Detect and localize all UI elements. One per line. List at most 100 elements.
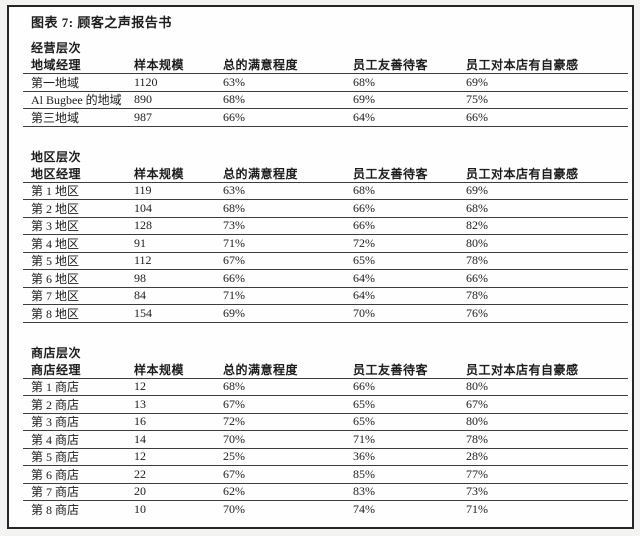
section-district-level: 地区层次 地区经理 样本规模 总的满意程度 员工友善待客 员工对本店有自豪感 第…: [23, 148, 628, 323]
column-header-employee-pride: 员工对本店有自豪感: [466, 166, 579, 181]
employee-pride-value: 80%: [466, 414, 488, 429]
employee-friendliness-value: 65%: [353, 253, 375, 268]
figure-title: 图表 7: 顾客之声报告书: [31, 15, 172, 30]
overall-satisfaction-value: 68%: [223, 92, 245, 107]
table-row: 第 6 商店 22 67% 85% 77%: [23, 466, 628, 484]
column-header-employee-pride: 员工对本店有自豪感: [466, 58, 579, 73]
table-header-row: 商店经理 样本规模 总的满意程度 员工友善待客 员工对本店有自豪感: [23, 361, 628, 379]
section-level-label: 地区层次: [31, 149, 82, 164]
column-header-overall-satisfaction: 总的满意程度: [223, 58, 299, 73]
table-row: Al Bugbee 的地域 890 68% 69% 75%: [23, 92, 628, 109]
employee-friendliness-value: 71%: [353, 431, 375, 446]
table-body: 第一地域 1120 63% 68% 69% Al Bugbee 的地域 890 …: [23, 74, 628, 127]
sample-size-value: 1120: [134, 74, 158, 89]
sample-size-value: 12: [134, 379, 146, 394]
employee-pride-value: 66%: [466, 109, 488, 124]
table-row: 第 8 商店 10 70% 74% 71%: [23, 501, 628, 519]
column-header-employee-friendliness: 员工友善待客: [353, 58, 429, 73]
overall-satisfaction-value: 63%: [223, 183, 245, 198]
row-label: 第三地域: [31, 110, 80, 125]
table-row: 第 1 商店 12 68% 66% 80%: [23, 379, 628, 396]
row-label: Al Bugbee 的地域: [31, 93, 122, 108]
row-label: 第 4 商店: [31, 432, 80, 447]
overall-satisfaction-value: 71%: [223, 235, 245, 250]
overall-satisfaction-value: 25%: [223, 449, 245, 464]
table-row: 第 2 地区 104 68% 66% 68%: [23, 200, 628, 218]
employee-pride-value: 66%: [466, 270, 488, 285]
table-row: 第 7 地区 84 71% 64% 78%: [23, 288, 628, 305]
employee-pride-value: 69%: [466, 183, 488, 198]
sample-size-value: 22: [134, 466, 146, 481]
table-row: 第 3 地区 128 73% 66% 82%: [23, 218, 628, 235]
sample-size-value: 14: [134, 431, 146, 446]
employee-friendliness-value: 64%: [353, 288, 375, 303]
section-business-level: 经营层次 地域经理 样本规模 总的满意程度 员工友善待客 员工对本店有自豪感 第…: [23, 39, 628, 127]
overall-satisfaction-value: 70%: [223, 502, 245, 517]
row-label: 第 6 地区: [31, 271, 80, 286]
sample-size-value: 987: [134, 109, 152, 124]
employee-pride-value: 78%: [466, 431, 488, 446]
row-label: 第一地域: [31, 75, 80, 90]
column-header-manager: 地域经理: [31, 58, 82, 73]
overall-satisfaction-value: 66%: [223, 109, 245, 124]
row-label: 第 8 商店: [31, 503, 80, 518]
sample-size-value: 104: [134, 200, 152, 215]
employee-pride-value: 78%: [466, 253, 488, 268]
row-label: 第 2 商店: [31, 397, 80, 412]
overall-satisfaction-value: 67%: [223, 466, 245, 481]
employee-friendliness-value: 74%: [353, 502, 375, 517]
table-row: 第三地域 987 66% 64% 66%: [23, 109, 628, 127]
overall-satisfaction-value: 68%: [223, 379, 245, 394]
overall-satisfaction-value: 72%: [223, 414, 245, 429]
sample-size-value: 20: [134, 484, 146, 499]
sample-size-value: 112: [134, 253, 152, 268]
table-row: 第 4 商店 14 70% 71% 78%: [23, 431, 628, 449]
sample-size-value: 91: [134, 235, 146, 250]
section-store-level: 商店层次 商店经理 样本规模 总的满意程度 员工友善待客 员工对本店有自豪感 第…: [23, 344, 628, 519]
employee-pride-value: 67%: [466, 396, 488, 411]
row-label: 第 6 商店: [31, 467, 80, 482]
row-label: 第 7 商店: [31, 485, 80, 500]
employee-pride-value: 77%: [466, 466, 488, 481]
column-header-sample-size: 样本规模: [134, 58, 185, 73]
employee-pride-value: 82%: [466, 218, 488, 233]
column-header-employee-pride: 员工对本店有自豪感: [466, 362, 579, 377]
row-label: 第 3 地区: [31, 219, 80, 234]
table-header-row: 地域经理 样本规模 总的满意程度 员工友善待客 员工对本店有自豪感: [23, 57, 628, 74]
table-row: 第 5 商店 12 25% 36% 28%: [23, 449, 628, 466]
employee-pride-value: 28%: [466, 449, 488, 464]
employee-pride-value: 80%: [466, 379, 488, 394]
employee-friendliness-value: 64%: [353, 109, 375, 124]
table-row: 第 8 地区 154 69% 70% 76%: [23, 305, 628, 323]
sample-size-value: 128: [134, 218, 152, 233]
overall-satisfaction-value: 70%: [223, 431, 245, 446]
employee-pride-value: 75%: [466, 92, 488, 107]
employee-pride-value: 78%: [466, 288, 488, 303]
overall-satisfaction-value: 62%: [223, 484, 245, 499]
overall-satisfaction-value: 63%: [223, 74, 245, 89]
employee-friendliness-value: 69%: [353, 92, 375, 107]
row-label: 第 2 地区: [31, 201, 80, 216]
section-level-label: 商店层次: [31, 345, 82, 360]
column-header-sample-size: 样本规模: [134, 362, 185, 377]
employee-pride-value: 68%: [466, 200, 488, 215]
employee-friendliness-value: 66%: [353, 379, 375, 394]
row-label: 第 8 地区: [31, 306, 80, 321]
employee-friendliness-value: 85%: [353, 466, 375, 481]
sample-size-value: 10: [134, 502, 146, 517]
table-row: 第 7 商店 20 62% 83% 73%: [23, 484, 628, 501]
row-label: 第 1 商店: [31, 380, 80, 395]
employee-friendliness-value: 66%: [353, 200, 375, 215]
employee-pride-value: 71%: [466, 502, 488, 517]
row-label: 第 3 商店: [31, 415, 80, 430]
table-row: 第 2 商店 13 67% 65% 67%: [23, 396, 628, 414]
column-header-manager: 商店经理: [31, 362, 82, 377]
report-figure-frame: 图表 7: 顾客之声报告书 经营层次 地域经理 样本规模 总的满意程度 员工友善…: [7, 5, 634, 529]
column-header-overall-satisfaction: 总的满意程度: [223, 362, 299, 377]
table-row: 第 5 地区 112 67% 65% 78%: [23, 253, 628, 270]
column-header-employee-friendliness: 员工友善待客: [353, 166, 429, 181]
column-header-manager: 地区经理: [31, 166, 82, 181]
employee-friendliness-value: 70%: [353, 305, 375, 320]
table-row: 第 3 商店 16 72% 65% 80%: [23, 414, 628, 431]
employee-friendliness-value: 66%: [353, 218, 375, 233]
